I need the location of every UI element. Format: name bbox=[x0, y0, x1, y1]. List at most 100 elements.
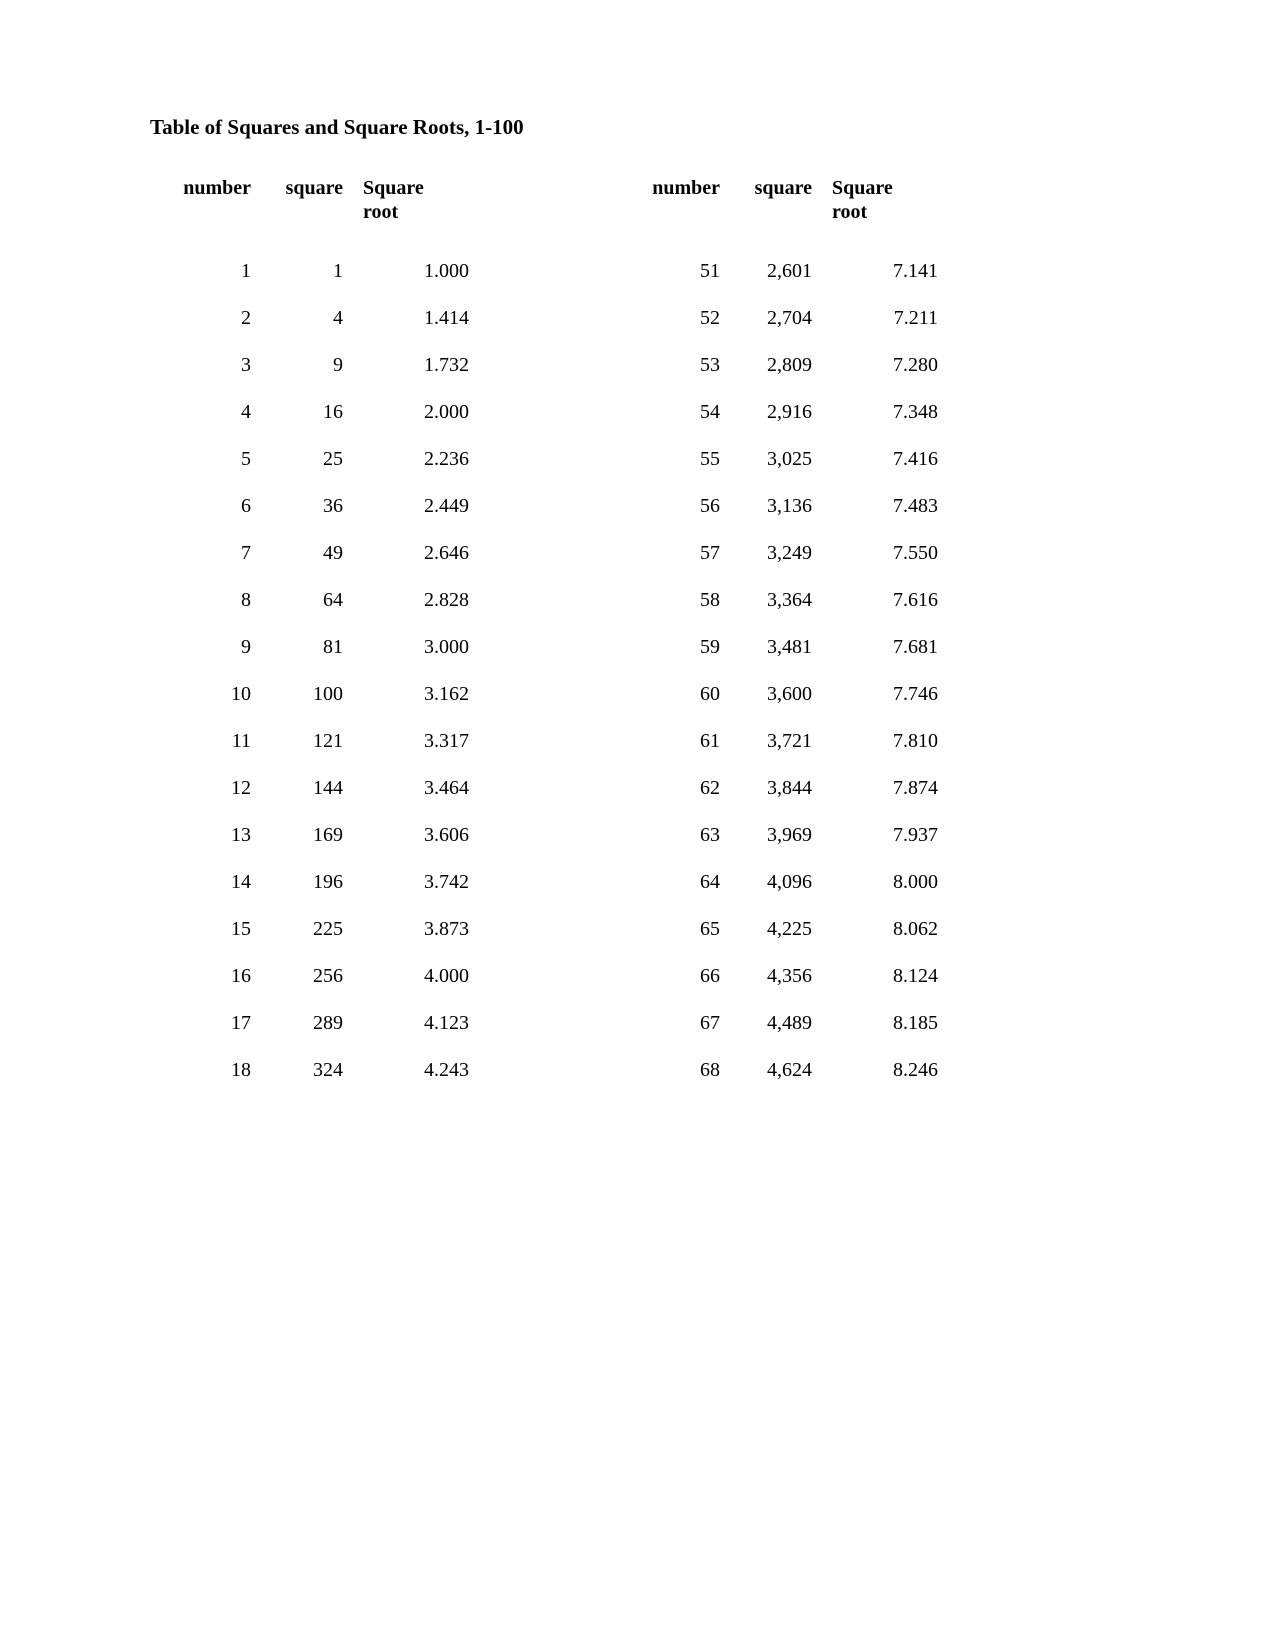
cell-number: 57 bbox=[619, 530, 726, 577]
table-row: 623,8447.874 bbox=[619, 765, 948, 812]
cell-square-root: 2.828 bbox=[349, 577, 479, 624]
cell-square: 144 bbox=[257, 765, 349, 812]
cell-square-root: 7.874 bbox=[818, 765, 948, 812]
cell-square-root: 7.280 bbox=[818, 342, 948, 389]
cell-square-root: 7.211 bbox=[818, 295, 948, 342]
cell-square: 121 bbox=[257, 718, 349, 765]
cell-number: 60 bbox=[619, 671, 726, 718]
cell-square: 2,809 bbox=[726, 342, 818, 389]
table-row: 8642.828 bbox=[150, 577, 479, 624]
table-row: 9813.000 bbox=[150, 624, 479, 671]
cell-square-root: 4.123 bbox=[349, 1000, 479, 1047]
cell-square-root: 2.646 bbox=[349, 530, 479, 577]
table-row: 532,8097.280 bbox=[619, 342, 948, 389]
cell-square: 9 bbox=[257, 342, 349, 389]
cell-number: 64 bbox=[619, 859, 726, 906]
cell-square-root: 3.606 bbox=[349, 812, 479, 859]
cell-square: 3,481 bbox=[726, 624, 818, 671]
cell-square-root: 2.236 bbox=[349, 436, 479, 483]
table-row: 573,2497.550 bbox=[619, 530, 948, 577]
cell-square-root: 7.416 bbox=[818, 436, 948, 483]
cell-number: 12 bbox=[150, 765, 257, 812]
cell-number: 56 bbox=[619, 483, 726, 530]
table-row: 131693.606 bbox=[150, 812, 479, 859]
cell-number: 53 bbox=[619, 342, 726, 389]
cell-number: 1 bbox=[150, 248, 257, 295]
col-header-number: number bbox=[150, 176, 257, 248]
cell-square-root: 8.246 bbox=[818, 1047, 948, 1094]
cell-square-root: 7.681 bbox=[818, 624, 948, 671]
cell-square-root: 7.810 bbox=[818, 718, 948, 765]
squares-table-right: number square Squareroot 512,6017.141522… bbox=[619, 176, 948, 1094]
cell-square-root: 3.742 bbox=[349, 859, 479, 906]
cell-number: 54 bbox=[619, 389, 726, 436]
table-row: 563,1367.483 bbox=[619, 483, 948, 530]
cell-square: 3,249 bbox=[726, 530, 818, 577]
cell-number: 59 bbox=[619, 624, 726, 671]
cell-square: 36 bbox=[257, 483, 349, 530]
table-header-row: number square Squareroot bbox=[150, 176, 479, 248]
cell-number: 18 bbox=[150, 1047, 257, 1094]
cell-number: 10 bbox=[150, 671, 257, 718]
cell-square-root: 7.746 bbox=[818, 671, 948, 718]
cell-square: 16 bbox=[257, 389, 349, 436]
cell-square: 196 bbox=[257, 859, 349, 906]
cell-square-root: 3.317 bbox=[349, 718, 479, 765]
table-row: 664,3568.124 bbox=[619, 953, 948, 1000]
page-title: Table of Squares and Square Roots, 1-100 bbox=[150, 115, 1125, 140]
cell-square-root: 1.414 bbox=[349, 295, 479, 342]
cell-number: 17 bbox=[150, 1000, 257, 1047]
cell-square: 3,844 bbox=[726, 765, 818, 812]
table-row: 684,6248.246 bbox=[619, 1047, 948, 1094]
cell-square: 4,225 bbox=[726, 906, 818, 953]
cell-number: 8 bbox=[150, 577, 257, 624]
table-row: 613,7217.810 bbox=[619, 718, 948, 765]
cell-square: 3,025 bbox=[726, 436, 818, 483]
cell-square: 3,969 bbox=[726, 812, 818, 859]
cell-number: 55 bbox=[619, 436, 726, 483]
cell-square: 4 bbox=[257, 295, 349, 342]
cell-square-root: 7.483 bbox=[818, 483, 948, 530]
table-row: 4162.000 bbox=[150, 389, 479, 436]
table-row: 111213.317 bbox=[150, 718, 479, 765]
cell-number: 5 bbox=[150, 436, 257, 483]
table-row: 121443.464 bbox=[150, 765, 479, 812]
table-row: 603,6007.746 bbox=[619, 671, 948, 718]
cell-square: 3,364 bbox=[726, 577, 818, 624]
table-row: 553,0257.416 bbox=[619, 436, 948, 483]
table-row: 654,2258.062 bbox=[619, 906, 948, 953]
cell-square: 289 bbox=[257, 1000, 349, 1047]
cell-square: 4,356 bbox=[726, 953, 818, 1000]
table-row: 593,4817.681 bbox=[619, 624, 948, 671]
cell-square-root: 1.000 bbox=[349, 248, 479, 295]
cell-square-root: 3.464 bbox=[349, 765, 479, 812]
table-row: 644,0968.000 bbox=[619, 859, 948, 906]
cell-square: 169 bbox=[257, 812, 349, 859]
cell-number: 51 bbox=[619, 248, 726, 295]
cell-number: 16 bbox=[150, 953, 257, 1000]
cell-square: 4,096 bbox=[726, 859, 818, 906]
cell-square: 2,916 bbox=[726, 389, 818, 436]
cell-square: 81 bbox=[257, 624, 349, 671]
cell-square: 4,624 bbox=[726, 1047, 818, 1094]
cell-number: 13 bbox=[150, 812, 257, 859]
table-row: 633,9697.937 bbox=[619, 812, 948, 859]
cell-square-root: 7.616 bbox=[818, 577, 948, 624]
table-row: 141963.742 bbox=[150, 859, 479, 906]
cell-number: 4 bbox=[150, 389, 257, 436]
tables-container: number square Squareroot 111.000241.4143… bbox=[150, 176, 1125, 1094]
cell-number: 14 bbox=[150, 859, 257, 906]
table-row: 101003.162 bbox=[150, 671, 479, 718]
cell-square: 25 bbox=[257, 436, 349, 483]
cell-square-root: 7.937 bbox=[818, 812, 948, 859]
cell-square-root: 2.000 bbox=[349, 389, 479, 436]
cell-square: 2,601 bbox=[726, 248, 818, 295]
table-row: 583,3647.616 bbox=[619, 577, 948, 624]
cell-square-root: 3.000 bbox=[349, 624, 479, 671]
cell-number: 62 bbox=[619, 765, 726, 812]
document-page: Table of Squares and Square Roots, 1-100… bbox=[0, 0, 1275, 1650]
table-row: 152253.873 bbox=[150, 906, 479, 953]
table-row: 674,4898.185 bbox=[619, 1000, 948, 1047]
cell-number: 2 bbox=[150, 295, 257, 342]
table-row: 542,9167.348 bbox=[619, 389, 948, 436]
